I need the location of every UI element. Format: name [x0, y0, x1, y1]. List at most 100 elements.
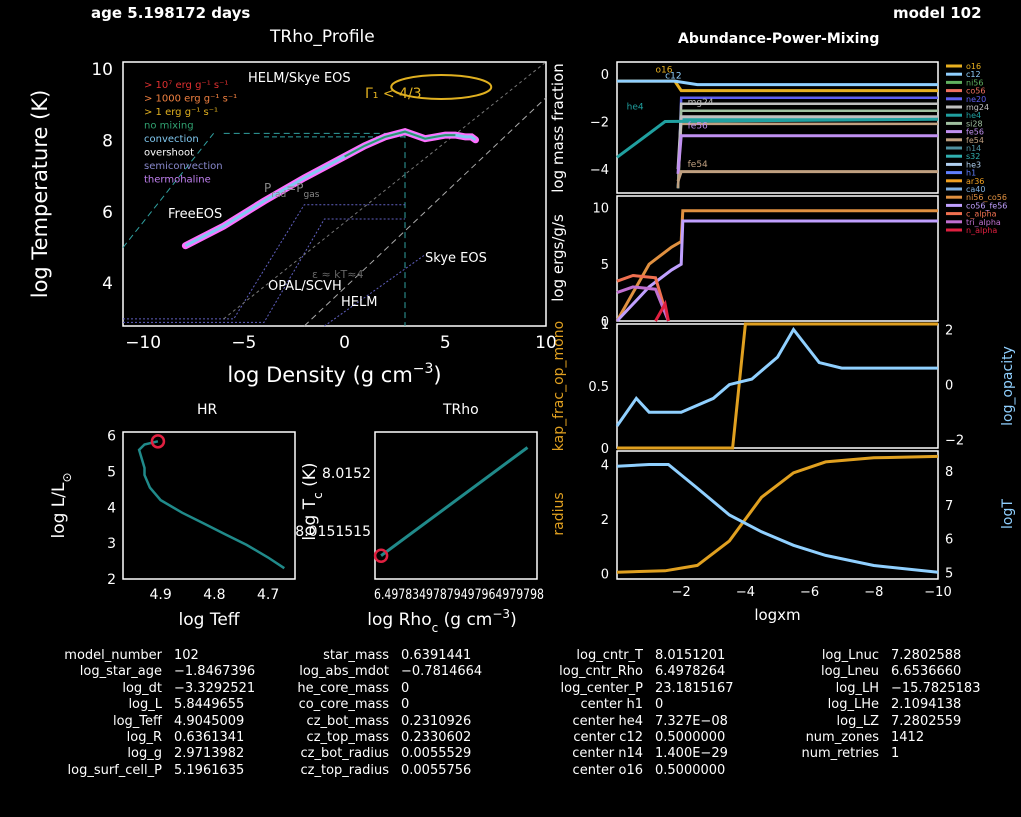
structure-ytick-right: 8: [945, 465, 953, 480]
stat-key: log_g: [127, 746, 162, 762]
abundance-xtick: −4: [736, 585, 755, 600]
annotation-helm-skye: HELM/Skye EOS: [248, 71, 351, 86]
opacity-ytick-left: 0: [601, 442, 609, 457]
abundance-ytick: −4: [590, 163, 609, 178]
abundance-legend-item: h1: [966, 169, 976, 178]
abundance-legend-item: co56: [966, 87, 985, 96]
abundance-legend-item: ca40: [966, 185, 985, 194]
stat-row: log_LH −15.7825183: [755, 680, 981, 697]
stat-value: 102: [174, 648, 199, 663]
abundance-legend-item: fe56: [966, 128, 984, 137]
stat-row: he_core_mass 0: [255, 681, 482, 697]
stat-row: log_g 2.9713982: [20, 746, 255, 762]
annotation-gamma: Γ₁ < 4/3: [365, 86, 422, 102]
trho-profile-xtick: 10: [535, 333, 557, 353]
hr-xtick: 4.9: [149, 587, 171, 603]
hr-ytick: 6: [107, 429, 116, 445]
annotation-opal: OPAL/SCVH: [268, 279, 342, 294]
stat-row: center n14 1.400E−29: [505, 746, 734, 762]
stat-value: 7.2802588: [891, 648, 962, 663]
abundance-legend-item: si28: [966, 119, 983, 128]
stat-value: 7.327E−08: [655, 713, 728, 729]
trho-profile-legend-item: > 10⁷ erg g⁻¹ s⁻¹: [144, 80, 228, 91]
stat-value: 0.6361341: [174, 730, 245, 746]
stat-value: 0: [401, 680, 410, 696]
trho-ytick: 8.0152: [322, 466, 371, 482]
structure-ytick-left: 0: [601, 568, 609, 583]
abundance-panel-frame: [616, 61, 939, 194]
abundance-legend-item: he4: [966, 111, 981, 120]
abundance-ylabel: log mass fraction: [549, 63, 567, 192]
abundance-ytick: −2: [590, 116, 609, 131]
trho-ylabel: log Tc (K): [300, 462, 325, 540]
hr-ytick: 4: [107, 500, 116, 516]
stat-row: co_core_mass 0: [255, 697, 482, 713]
hr-xtick: 4.8: [203, 587, 225, 603]
stat-value: 6.4978264: [655, 664, 726, 680]
abundance-line: [676, 122, 938, 189]
stat-row: cz_bot_radius 0.0055529: [255, 746, 482, 762]
trho-profile-ytick: 4: [102, 274, 113, 294]
trho-profile-legend-item: convection: [144, 134, 199, 145]
trho-profile-xtick: 0: [339, 333, 350, 353]
power-line-n_alpha: [654, 299, 670, 322]
stat-row: log_R 0.6361341: [20, 730, 255, 746]
eos-boundary-line: [223, 132, 406, 326]
stat-key: log_Lnuc: [821, 648, 879, 663]
abundance-legend-item: n_alpha: [966, 226, 997, 235]
stat-key: log_star_age: [79, 664, 162, 680]
abundance-legend-item: tri_alpha: [966, 218, 1001, 227]
trho-profile-legend-item: overshoot: [144, 148, 194, 159]
trho-ytick: 8.0151515: [295, 524, 371, 540]
stat-row: log_Lneu 6.6536660: [755, 664, 980, 680]
opacity-ytick-left: 0.5: [588, 380, 609, 395]
stat-value: 1412: [891, 730, 925, 746]
trho-profile-frame: [122, 61, 547, 327]
abundance-legend-item: ni56: [966, 78, 983, 87]
stat-key: cz_top_mass: [306, 730, 389, 746]
stat-value: 0.0055529: [401, 746, 472, 762]
trho-profile-line-nomix: [344, 130, 456, 158]
stat-value: 5.8449655: [174, 697, 245, 713]
abundance-panel-frame: [616, 323, 939, 449]
stat-key: log_center_P: [560, 680, 643, 696]
trho-profile-xtick: −5: [231, 333, 256, 353]
hr-xtick: 4.7: [257, 587, 279, 603]
hr-title: HR: [197, 402, 218, 418]
abundance-inline-label: mg24: [688, 98, 714, 108]
stats-column-2: star_mass 0.6391441 log_abs_mdot −0.7814664…: [255, 648, 482, 779]
annotation-eps: ε ≈ kT≈4: [312, 268, 363, 281]
stat-key: log_surf_cell_P: [67, 762, 162, 778]
stat-value: −15.7825183: [891, 680, 981, 696]
structure-logt-line: [616, 463, 939, 574]
abundance-xlabel: logxm: [754, 606, 800, 624]
abundance-line-c12: [617, 79, 938, 87]
stat-row: model_number 102: [20, 648, 255, 664]
annotation-skye: Skye EOS: [425, 251, 487, 266]
stat-key: model_number: [64, 648, 162, 663]
stats-column-1: model_number 102 log_star_age −1.8467396 log…: [20, 648, 255, 779]
hr-frame: [122, 431, 296, 580]
stat-key: center c12: [573, 730, 643, 746]
trho-track-line: [380, 446, 529, 557]
abundance-inline-label: c12: [665, 72, 681, 82]
abundance-xtick: −2: [672, 585, 691, 600]
abundance-legend-item: mg24: [966, 103, 989, 112]
power-line-tri_alpha: [616, 285, 670, 322]
trho-profile-ytick: 10: [91, 60, 113, 80]
trho-profile-legend-item: semiconvection: [144, 161, 223, 172]
stat-value: 0.5000000: [655, 762, 726, 778]
abundance-ytick: 0: [601, 68, 609, 83]
structure-ylabel-left: radius: [551, 492, 567, 535]
opacity-ytick-right: 0: [945, 379, 953, 394]
hr-track-line: [137, 440, 285, 570]
annotation-helm: HELM: [341, 295, 377, 310]
stat-value: 0: [655, 697, 664, 713]
stat-row: cz_top_mass 0.2330602: [255, 730, 482, 746]
abundance-panel-frame: [616, 450, 939, 580]
stat-value: 0.6391441: [401, 648, 472, 663]
stat-key: center n14: [572, 746, 643, 762]
trho-current-marker: [373, 548, 389, 563]
abundance-legend-item: o16: [966, 62, 981, 71]
